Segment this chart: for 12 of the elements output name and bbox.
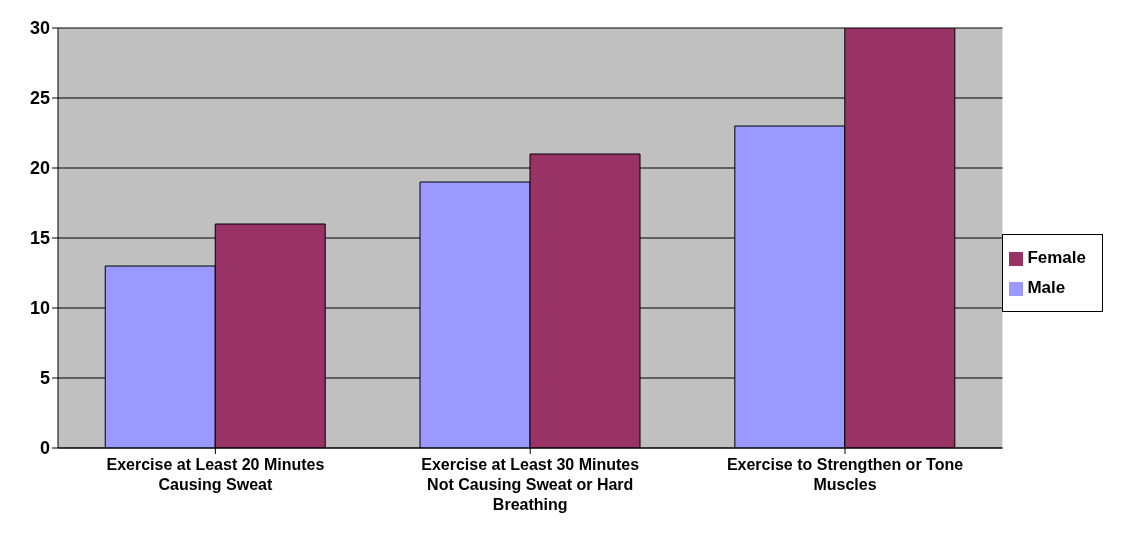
x-tick-label: Exercise at Least 20 Minutes Causing Sweat (106, 456, 325, 493)
legend-label: Male (1027, 278, 1066, 297)
y-tick-label: 15 (29, 228, 50, 249)
y-tick-label: 10 (29, 298, 50, 319)
y-tick-label: 20 (29, 158, 50, 179)
y-tick-label: 30 (29, 18, 50, 39)
y-tick-label: 5 (39, 368, 50, 389)
y-tick-label: 25 (29, 88, 50, 109)
x-tick-label: Exercise at Least 30 Minutes Not Causing Sweat or Hard Breathing (421, 456, 640, 513)
x-tick-label: Exercise to Strengthen or Tone Muscles (726, 456, 964, 493)
legend-label: Female (1027, 248, 1086, 267)
y-tick-label: 0 (39, 438, 50, 459)
